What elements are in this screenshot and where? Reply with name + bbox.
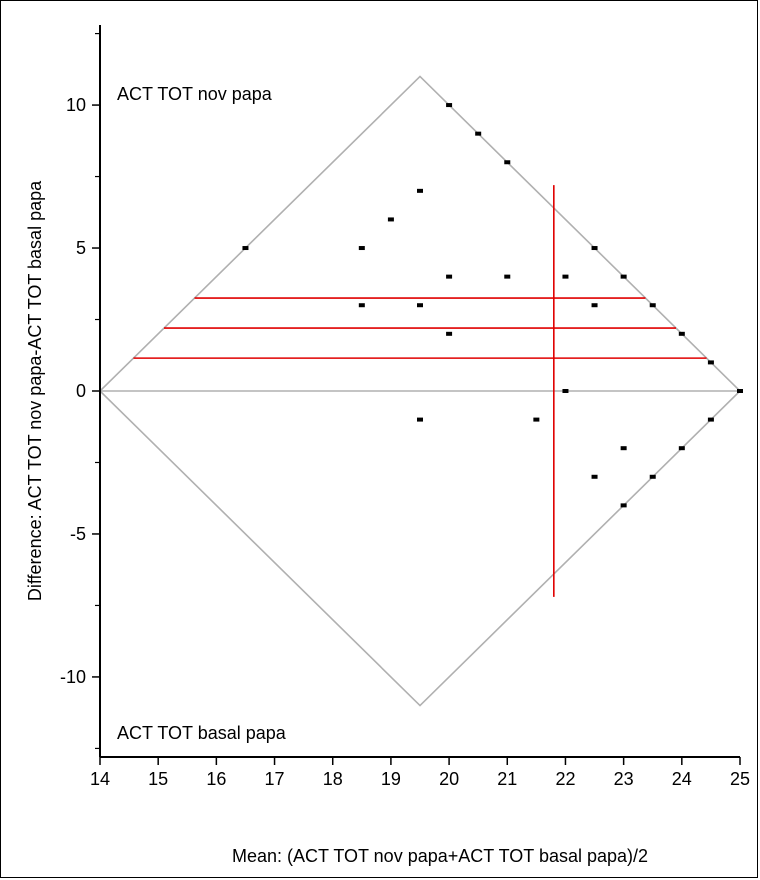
data-point: [446, 103, 453, 108]
data-point: [504, 160, 511, 165]
y-tick-label: -5: [70, 524, 86, 544]
data-point: [591, 303, 598, 308]
x-tick-label: 19: [381, 769, 401, 789]
data-point: [737, 389, 743, 393]
data-point: [417, 417, 423, 422]
data-point: [678, 331, 685, 336]
data-point: [446, 331, 453, 336]
x-tick-label: 21: [497, 769, 517, 789]
top-region-label: ACT TOT nov papa: [117, 84, 273, 104]
data-point: [446, 274, 453, 279]
data-point: [591, 246, 598, 251]
x-axis-title: Mean: (ACT TOT nov papa+ACT TOT basal pa…: [232, 846, 648, 866]
bottom-region-label: ACT TOT basal papa: [117, 723, 287, 743]
x-tick-label: 14: [90, 769, 110, 789]
data-point: [242, 246, 249, 251]
x-tick-label: 20: [439, 769, 459, 789]
x-tick-label: 25: [730, 769, 750, 789]
data-point: [475, 131, 482, 136]
data-point: [620, 503, 627, 508]
y-tick-label: 5: [76, 238, 86, 258]
data-point: [562, 274, 569, 279]
x-tick-label: 15: [148, 769, 168, 789]
x-tick-label: 22: [555, 769, 575, 789]
data-point: [678, 446, 685, 451]
data-point: [649, 474, 656, 479]
data-point: [591, 474, 598, 479]
data-point: [417, 303, 423, 308]
data-point: [620, 446, 627, 451]
x-tick-label: 17: [265, 769, 285, 789]
data-point: [533, 417, 540, 422]
x-tick-label: 18: [323, 769, 343, 789]
data-point: [504, 274, 511, 279]
y-tick-label: 10: [66, 95, 86, 115]
x-tick-label: 24: [672, 769, 692, 789]
data-point: [387, 217, 394, 222]
y-axis-title: Difference: ACT TOT nov papa-ACT TOT bas…: [25, 180, 45, 601]
data-point: [358, 246, 365, 251]
data-point: [417, 188, 423, 193]
y-tick-label: 0: [76, 381, 86, 401]
x-tick-label: 16: [206, 769, 226, 789]
data-point: [620, 274, 627, 279]
y-tick-label: -10: [60, 667, 86, 687]
data-point: [358, 303, 365, 308]
data-point: [707, 360, 714, 365]
x-tick-label: 23: [614, 769, 634, 789]
data-point: [707, 417, 714, 422]
data-point: [562, 389, 569, 393]
data-point: [649, 303, 656, 308]
